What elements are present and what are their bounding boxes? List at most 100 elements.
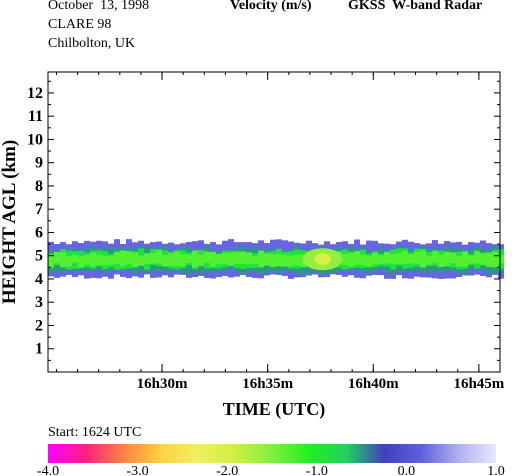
velocity-cell bbox=[348, 252, 354, 267]
velocity-cell bbox=[102, 255, 108, 266]
velocity-cell bbox=[432, 250, 438, 263]
velocity-cell bbox=[450, 252, 456, 264]
velocity-cell bbox=[192, 250, 198, 268]
velocity-cell bbox=[360, 254, 366, 266]
velocity-layer-4 bbox=[48, 250, 504, 268]
velocity-cell bbox=[90, 252, 96, 267]
cloud-layer bbox=[48, 239, 504, 279]
velocity-cell bbox=[270, 254, 276, 267]
velocity-cell bbox=[168, 252, 174, 266]
velocity-cell bbox=[222, 253, 228, 264]
y-tick-label: 9 bbox=[35, 155, 43, 172]
colorbar-tick-label: 1.0 bbox=[487, 464, 505, 476]
velocity-cell bbox=[138, 255, 144, 266]
velocity-cell bbox=[96, 254, 102, 266]
colorbar-tick-label: 0.0 bbox=[398, 464, 416, 476]
velocity-cell bbox=[366, 255, 372, 267]
y-tick-label: 12 bbox=[27, 85, 43, 102]
x-tick-label: 16h45m bbox=[453, 376, 504, 392]
velocity-cell bbox=[48, 255, 54, 268]
velocity-cell bbox=[66, 256, 72, 267]
velocity-cell bbox=[378, 255, 384, 264]
velocity-cell bbox=[276, 254, 282, 267]
velocity-cell bbox=[486, 252, 492, 267]
velocity-cell bbox=[150, 252, 156, 264]
velocity-cell bbox=[480, 253, 486, 265]
y-tick-label: 4 bbox=[35, 271, 43, 288]
colorbar-tick-label: -4.0 bbox=[37, 464, 59, 476]
velocity-cell bbox=[252, 256, 258, 264]
velocity-cell bbox=[54, 251, 60, 264]
start-label: Start: 1624 UTC bbox=[48, 425, 142, 440]
velocity-cell bbox=[174, 251, 180, 266]
velocity-cell bbox=[420, 250, 426, 268]
velocity-cell bbox=[282, 254, 288, 267]
velocity-cell bbox=[210, 251, 216, 267]
y-tick-label: 3 bbox=[35, 294, 43, 311]
x-tick-label: 16h30m bbox=[137, 376, 188, 392]
velocity-cell bbox=[462, 251, 468, 267]
velocity-cell bbox=[156, 250, 162, 264]
velocity-cell bbox=[108, 256, 114, 265]
colorbar-tick-label: -1.0 bbox=[306, 464, 328, 476]
velocity-cell bbox=[414, 252, 420, 265]
velocity-cell bbox=[408, 253, 414, 264]
y-tick-label: 7 bbox=[35, 201, 43, 218]
campaign-label: CLARE 98 bbox=[48, 17, 112, 32]
location-label: Chilbolton, UK bbox=[48, 36, 136, 51]
velocity-cell bbox=[396, 252, 402, 264]
colorbar-tick-label: -2.0 bbox=[216, 464, 238, 476]
y-tick-label: 8 bbox=[35, 178, 43, 195]
velocity-cell bbox=[492, 252, 498, 267]
y-tick-label: 5 bbox=[35, 248, 43, 265]
y-tick-label: 6 bbox=[35, 224, 43, 241]
y-tick-label: 10 bbox=[27, 131, 43, 148]
date-label: October 13, 1998 bbox=[48, 0, 150, 13]
velocity-cell bbox=[258, 250, 264, 267]
y-tick-label: 11 bbox=[28, 108, 43, 125]
velocity-core-peak bbox=[314, 253, 331, 266]
velocity-cell bbox=[198, 254, 204, 266]
x-tick-label: 16h35m bbox=[242, 376, 293, 392]
velocity-cell bbox=[384, 252, 390, 264]
x-axis: 16h30m 16h35m 16h40m 16h45m TIME (UTC) bbox=[55, 72, 505, 420]
velocity-cell bbox=[204, 251, 210, 263]
y-axis-label: HEIGHT AGL (km) bbox=[0, 140, 20, 304]
velocity-cell bbox=[468, 255, 474, 264]
velocity-cell bbox=[216, 254, 222, 265]
velocity-cell bbox=[78, 256, 84, 268]
x-tick-label: 16h40m bbox=[348, 376, 399, 392]
velocity-cell bbox=[234, 251, 240, 264]
velocity-cell bbox=[72, 254, 78, 263]
velocity-cell bbox=[126, 251, 132, 265]
velocity-cell bbox=[120, 250, 126, 266]
instrument-label: GKSS W-band Radar bbox=[348, 0, 483, 13]
velocity-cell bbox=[180, 254, 186, 267]
velocity-cell bbox=[132, 252, 138, 268]
velocity-cell bbox=[354, 251, 360, 265]
velocity-cell bbox=[498, 255, 504, 264]
velocity-cell bbox=[264, 253, 270, 266]
velocity-cell bbox=[456, 255, 462, 267]
velocity-cell bbox=[186, 254, 192, 264]
velocity-cell bbox=[342, 253, 348, 266]
y-tick-label: 1 bbox=[35, 341, 43, 358]
plot-frame bbox=[47, 71, 501, 373]
velocity-cell bbox=[84, 254, 90, 265]
velocity-cell bbox=[402, 251, 408, 264]
velocity-cell bbox=[294, 254, 300, 266]
velocity-cell bbox=[240, 251, 246, 264]
velocity-cell bbox=[162, 254, 168, 267]
velocity-cell bbox=[288, 255, 294, 267]
velocity-cell bbox=[144, 253, 150, 264]
velocity-cell bbox=[444, 251, 450, 267]
y-tick-label: 2 bbox=[35, 317, 43, 334]
chart-title: Velocity (m/s) bbox=[230, 0, 312, 13]
colorbar-fill bbox=[48, 444, 496, 463]
x-axis-label: TIME (UTC) bbox=[223, 399, 326, 420]
velocity-cell bbox=[390, 254, 396, 265]
velocity-cell bbox=[246, 252, 252, 265]
velocity-cell bbox=[114, 252, 120, 265]
